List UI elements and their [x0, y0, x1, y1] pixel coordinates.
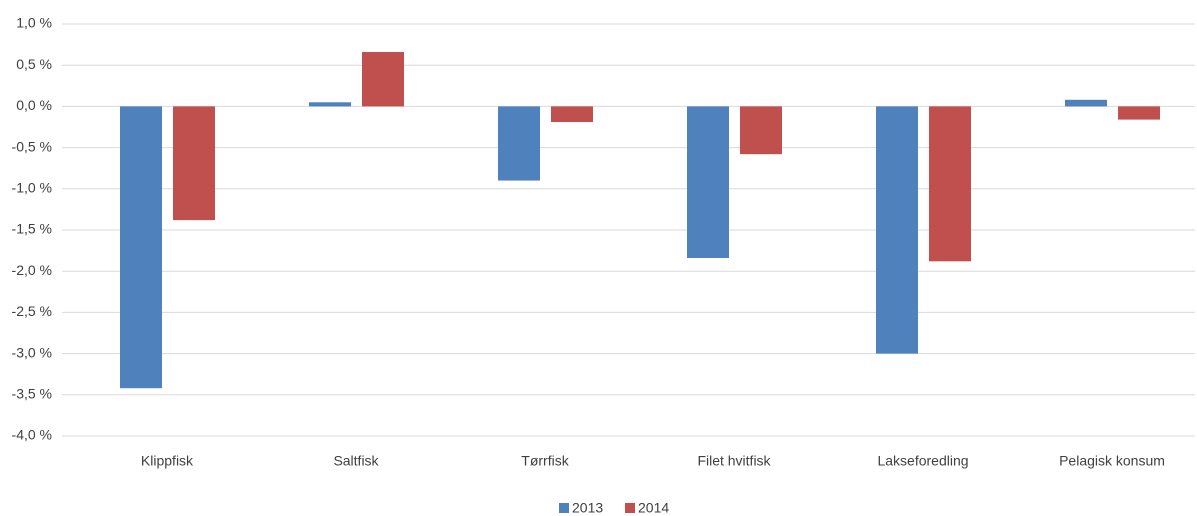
legend-swatch — [625, 503, 635, 513]
legend-label: 2014 — [638, 500, 669, 516]
bar — [173, 106, 215, 221]
y-tick-label: -1,0 % — [12, 180, 52, 196]
bar — [876, 106, 918, 354]
bar — [740, 106, 782, 155]
x-tick-label: Lakseforedling — [877, 453, 968, 469]
bar — [1118, 106, 1160, 120]
legend-label: 2013 — [572, 500, 603, 516]
y-tick-label: 0,5 % — [16, 56, 52, 72]
x-tick-label: Pelagisk konsum — [1059, 453, 1165, 469]
x-tick-label: Klippfisk — [141, 453, 194, 469]
x-tick-label: Filet hvitfisk — [697, 453, 771, 469]
x-tick-label: Tørrfisk — [521, 453, 569, 469]
bar — [498, 106, 540, 181]
bar — [120, 106, 162, 389]
y-tick-label: -0,5 % — [12, 138, 52, 154]
bar — [1065, 99, 1107, 107]
y-tick-label: -1,5 % — [12, 221, 52, 237]
y-tick-label: -2,0 % — [12, 262, 52, 278]
x-tick-label: Saltfisk — [333, 453, 379, 469]
bar — [929, 106, 971, 262]
bar — [687, 106, 729, 259]
y-tick-label: 0,0 % — [16, 97, 52, 113]
y-tick-label: 1,0 % — [16, 15, 52, 31]
bar — [309, 102, 351, 107]
bar — [362, 52, 404, 107]
legend-swatch — [559, 503, 569, 513]
y-tick-label: -4,0 % — [12, 427, 52, 443]
y-tick-label: -2,5 % — [12, 303, 52, 319]
y-tick-label: -3,0 % — [12, 344, 52, 360]
bar — [551, 106, 593, 123]
y-tick-label: -3,5 % — [12, 386, 52, 402]
